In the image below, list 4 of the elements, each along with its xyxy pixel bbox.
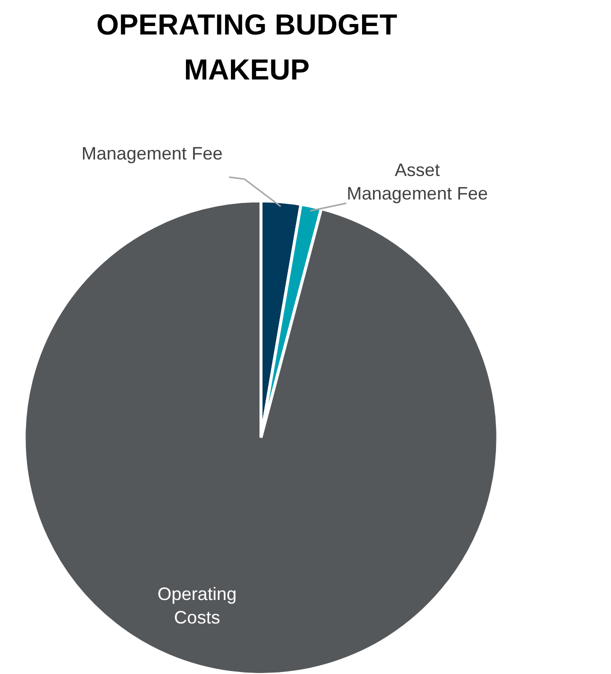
slice-label: Operating Costs — [158, 584, 237, 628]
slice-label: Asset Management Fee — [346, 160, 488, 204]
slice-label: Management Fee — [82, 143, 223, 164]
chart-title: OPERATING BUDGET MAKEUP — [96, 10, 398, 87]
